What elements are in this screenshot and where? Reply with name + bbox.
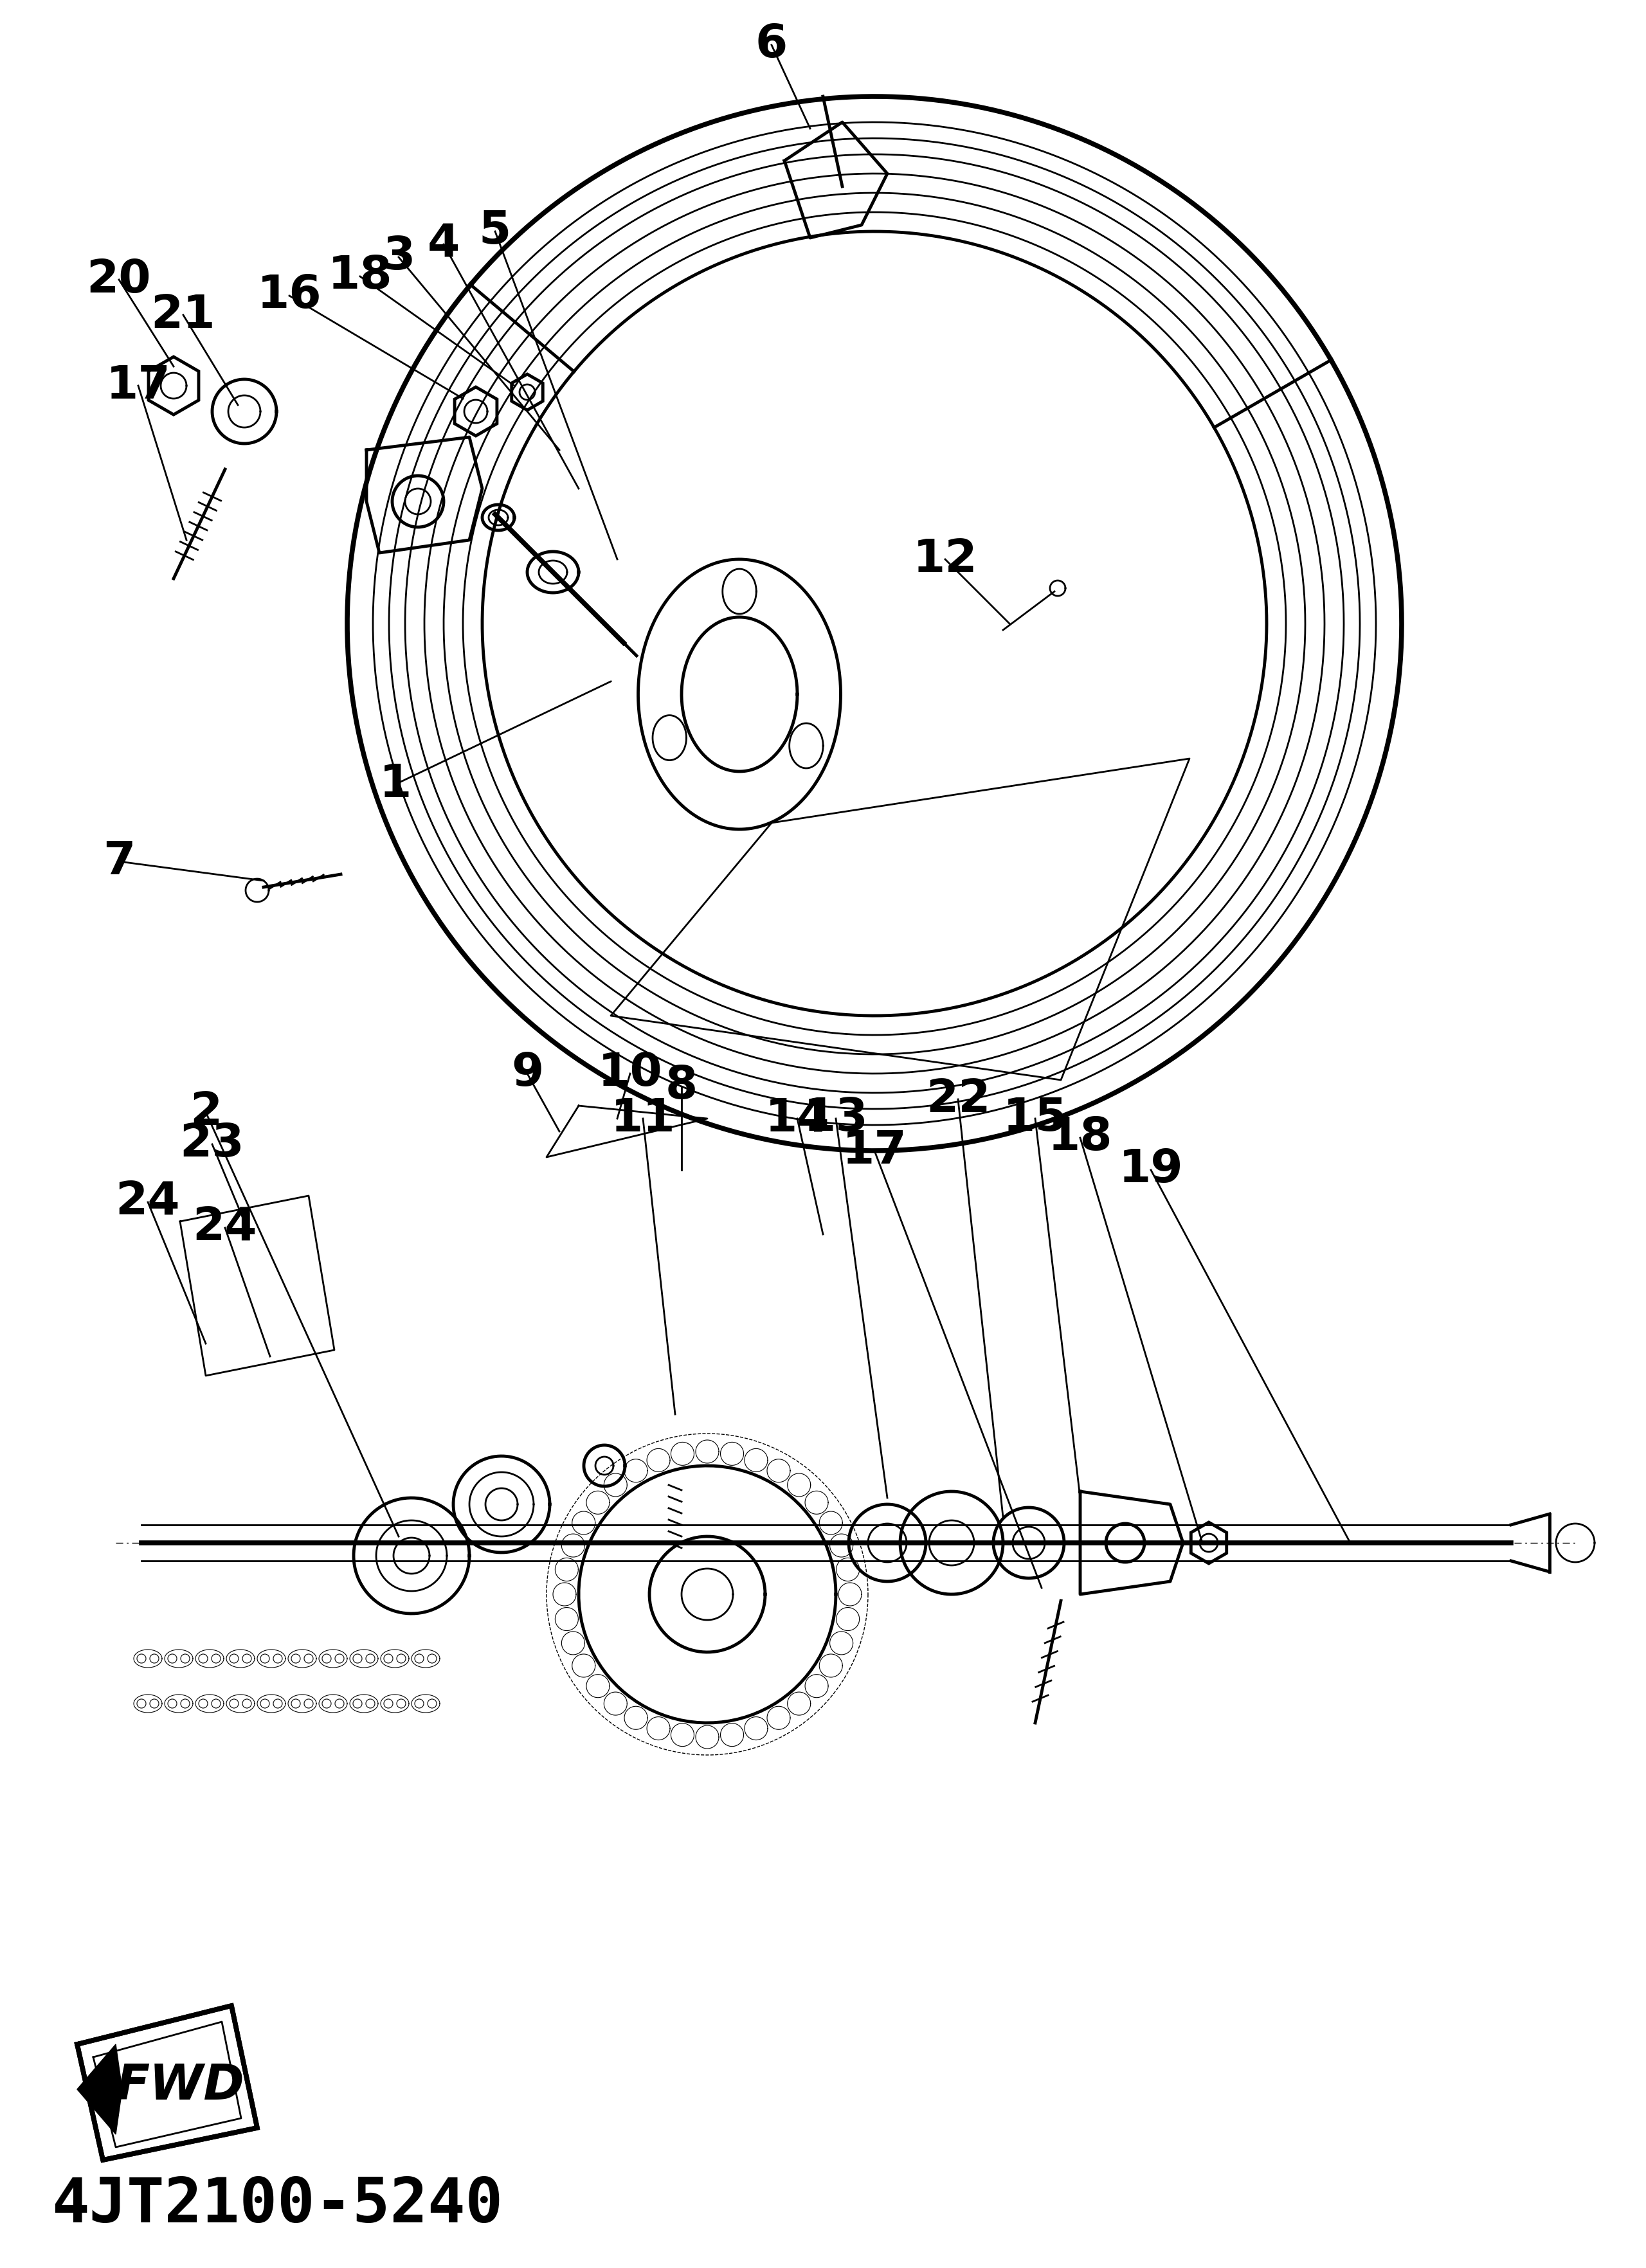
Text: 4: 4 (428, 222, 459, 265)
Circle shape (150, 1699, 158, 1708)
Text: 14: 14 (765, 1095, 830, 1141)
Circle shape (260, 1699, 270, 1708)
Text: 17: 17 (105, 363, 171, 408)
Polygon shape (1192, 1522, 1226, 1563)
Circle shape (384, 1653, 393, 1662)
Circle shape (336, 1699, 344, 1708)
Circle shape (415, 1653, 423, 1662)
Circle shape (352, 1653, 362, 1662)
Circle shape (365, 1699, 375, 1708)
Circle shape (137, 1699, 146, 1708)
Text: 8: 8 (665, 1064, 698, 1109)
Text: 1: 1 (379, 762, 412, 807)
Polygon shape (77, 2005, 257, 2159)
Text: 20: 20 (87, 259, 151, 302)
Circle shape (305, 1699, 313, 1708)
Circle shape (181, 1653, 189, 1662)
Circle shape (212, 1699, 221, 1708)
Text: 18: 18 (1049, 1116, 1113, 1159)
Circle shape (352, 1699, 362, 1708)
Circle shape (428, 1699, 436, 1708)
Text: 23: 23 (179, 1123, 245, 1166)
Polygon shape (454, 388, 497, 435)
Polygon shape (148, 356, 199, 415)
Text: 4JT2100-5240: 4JT2100-5240 (51, 2175, 502, 2234)
Polygon shape (512, 374, 543, 411)
Circle shape (397, 1699, 405, 1708)
Text: FWD: FWD (115, 2062, 244, 2109)
Circle shape (365, 1653, 375, 1662)
Text: 5: 5 (479, 209, 512, 254)
Text: 11: 11 (611, 1095, 675, 1141)
Circle shape (242, 1699, 252, 1708)
Text: 2: 2 (189, 1091, 222, 1134)
Text: 18: 18 (328, 254, 392, 299)
Text: 15: 15 (1002, 1095, 1068, 1141)
Circle shape (137, 1653, 146, 1662)
Text: 21: 21 (151, 293, 216, 338)
Text: 16: 16 (257, 274, 321, 318)
Circle shape (323, 1699, 331, 1708)
Circle shape (323, 1653, 331, 1662)
Circle shape (168, 1699, 176, 1708)
Circle shape (305, 1653, 313, 1662)
Text: 17: 17 (843, 1129, 907, 1173)
Circle shape (291, 1653, 300, 1662)
Circle shape (229, 1699, 239, 1708)
Polygon shape (77, 2043, 122, 2134)
Text: 13: 13 (803, 1095, 867, 1141)
Circle shape (199, 1653, 207, 1662)
Text: 24: 24 (193, 1207, 257, 1250)
Circle shape (212, 1653, 221, 1662)
Circle shape (181, 1699, 189, 1708)
Circle shape (384, 1699, 393, 1708)
Text: 19: 19 (1119, 1148, 1183, 1193)
Circle shape (168, 1653, 176, 1662)
Circle shape (336, 1653, 344, 1662)
Text: 22: 22 (925, 1077, 991, 1120)
Text: 3: 3 (382, 236, 415, 279)
Circle shape (397, 1653, 405, 1662)
Text: 10: 10 (597, 1052, 662, 1095)
Circle shape (415, 1699, 423, 1708)
Circle shape (291, 1699, 300, 1708)
Circle shape (199, 1699, 207, 1708)
Circle shape (273, 1653, 281, 1662)
Text: 12: 12 (914, 538, 978, 581)
Circle shape (242, 1653, 252, 1662)
Text: 9: 9 (510, 1052, 543, 1095)
Circle shape (150, 1653, 158, 1662)
Text: 24: 24 (115, 1179, 179, 1225)
Text: 7: 7 (102, 839, 135, 885)
Circle shape (260, 1653, 270, 1662)
Circle shape (273, 1699, 281, 1708)
Circle shape (428, 1653, 436, 1662)
Circle shape (229, 1653, 239, 1662)
Text: 6: 6 (756, 23, 788, 68)
